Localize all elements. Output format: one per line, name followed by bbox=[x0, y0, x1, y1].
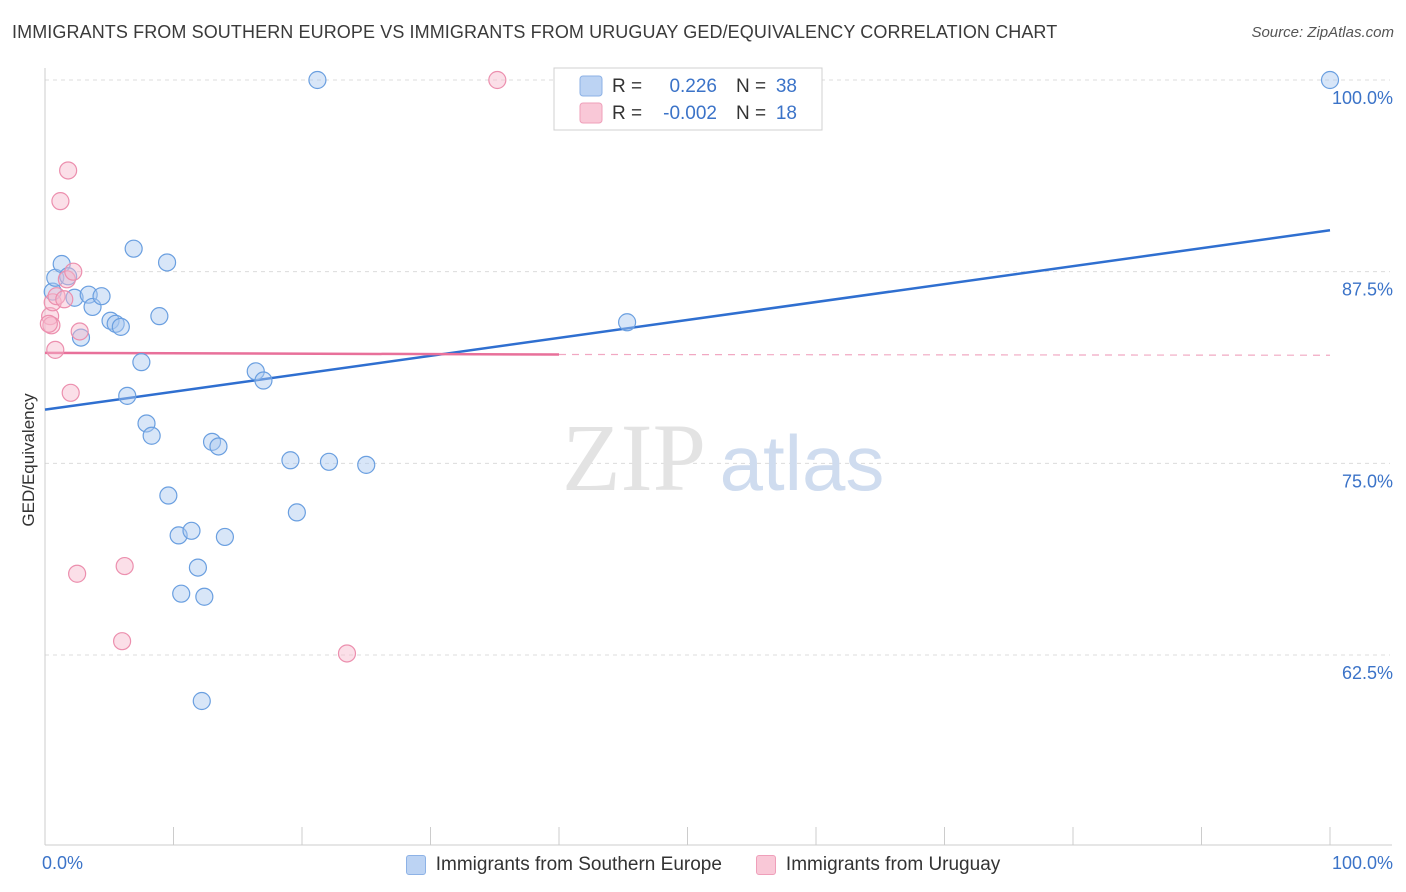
point-southern-europe bbox=[92, 287, 111, 306]
y-axis-label: GED/Equivalency bbox=[19, 393, 38, 527]
point-southern-europe bbox=[71, 328, 91, 347]
source-label: Source: ZipAtlas.com bbox=[1251, 24, 1394, 41]
data-points bbox=[39, 70, 1340, 711]
stats-n-label-blue: N = bbox=[736, 76, 766, 97]
stats-r-label-blue: R = bbox=[612, 76, 642, 97]
point-southern-europe bbox=[150, 307, 169, 326]
watermark: ZIP atlas bbox=[562, 404, 884, 511]
point-southern-europe bbox=[195, 587, 214, 606]
legend-swatch-blue bbox=[405, 855, 426, 875]
point-southern-europe bbox=[157, 253, 177, 272]
point-uruguay bbox=[39, 314, 58, 333]
point-uruguay bbox=[46, 340, 65, 359]
trend-lines bbox=[44, 229, 1331, 411]
point-southern-europe bbox=[254, 371, 273, 390]
trend-line-southern-europe bbox=[44, 229, 1331, 411]
point-southern-europe bbox=[172, 584, 191, 603]
point-southern-europe bbox=[142, 426, 161, 445]
point-southern-europe bbox=[111, 317, 130, 336]
point-southern-europe bbox=[101, 311, 120, 330]
axes bbox=[44, 68, 1392, 846]
point-southern-europe bbox=[319, 452, 339, 471]
point-southern-europe bbox=[118, 386, 137, 405]
point-southern-europe bbox=[281, 451, 300, 470]
x-tick-label-start: 0.0% bbox=[42, 853, 83, 873]
x-tick-label-end: 100.0% bbox=[1332, 853, 1393, 873]
trend-line-uruguay-extension bbox=[558, 353, 1331, 356]
point-southern-europe bbox=[209, 437, 228, 456]
point-southern-europe bbox=[357, 455, 376, 474]
point-southern-europe bbox=[215, 527, 234, 547]
stats-r-value-blue: 0.226 bbox=[669, 76, 717, 97]
point-uruguay bbox=[59, 161, 78, 180]
stats-n-value-blue: 38 bbox=[776, 76, 797, 97]
point-southern-europe bbox=[188, 558, 208, 577]
point-southern-europe bbox=[1320, 70, 1340, 90]
point-southern-europe bbox=[106, 314, 125, 333]
y-tick-labels: 100.0% 87.5% 75.0% 62.5% bbox=[1332, 88, 1393, 683]
point-uruguay bbox=[70, 322, 89, 341]
legend-label-southern-europe: Immigrants from Southern Europe bbox=[435, 854, 722, 875]
y-tick-label: 75.0% bbox=[1342, 471, 1393, 491]
legend-swatch-pink bbox=[755, 855, 776, 875]
point-uruguay bbox=[115, 556, 134, 576]
stats-r-label-pink: R = bbox=[612, 103, 642, 124]
point-southern-europe bbox=[618, 313, 637, 332]
point-uruguay bbox=[55, 290, 74, 309]
point-uruguay bbox=[64, 262, 83, 281]
point-southern-europe bbox=[132, 353, 151, 372]
point-uruguay bbox=[51, 192, 70, 211]
y-tick-label: 87.5% bbox=[1342, 280, 1393, 300]
stats-n-value-pink: 18 bbox=[776, 103, 797, 124]
point-southern-europe bbox=[124, 239, 143, 258]
point-southern-europe bbox=[192, 691, 211, 711]
legend-label-uruguay: Immigrants from Uruguay bbox=[785, 854, 1001, 875]
legend-item-southern-europe: Immigrants from Southern Europe bbox=[405, 854, 722, 876]
watermark-atlas: atlas bbox=[720, 419, 885, 507]
stats-legend: R = 0.226 N = 38 R = -0.002 N = 18 bbox=[553, 67, 823, 131]
point-southern-europe bbox=[202, 432, 222, 451]
series-legend: Immigrants from Southern Europe Immigran… bbox=[0, 852, 1406, 878]
point-uruguay bbox=[61, 383, 80, 402]
stats-r-value-pink: -0.002 bbox=[663, 103, 717, 124]
point-southern-europe bbox=[182, 521, 201, 540]
point-southern-europe bbox=[246, 362, 265, 381]
y-tick-label: 100.0% bbox=[1332, 88, 1393, 108]
legend-item-uruguay: Immigrants from Uruguay bbox=[755, 854, 1001, 876]
point-southern-europe bbox=[287, 503, 306, 522]
point-southern-europe bbox=[308, 70, 327, 90]
point-southern-europe bbox=[159, 486, 178, 505]
y-tick-label: 62.5% bbox=[1342, 663, 1393, 683]
point-uruguay bbox=[337, 644, 357, 663]
trend-line-uruguay bbox=[44, 351, 560, 356]
point-uruguay bbox=[488, 70, 507, 90]
stats-swatch-pink bbox=[579, 102, 603, 124]
watermark-zip: ZIP bbox=[562, 404, 706, 511]
point-uruguay bbox=[112, 632, 132, 651]
point-uruguay bbox=[41, 307, 60, 326]
stats-n-label-pink: N = bbox=[736, 103, 766, 124]
x-tick-labels: 0.0% 100.0% bbox=[42, 853, 1393, 873]
chart-title: IMMIGRANTS FROM SOUTHERN EUROPE VS IMMIG… bbox=[12, 22, 1058, 42]
stats-swatch-blue bbox=[579, 75, 603, 97]
grid-lines bbox=[45, 79, 1390, 656]
point-uruguay bbox=[68, 564, 87, 583]
